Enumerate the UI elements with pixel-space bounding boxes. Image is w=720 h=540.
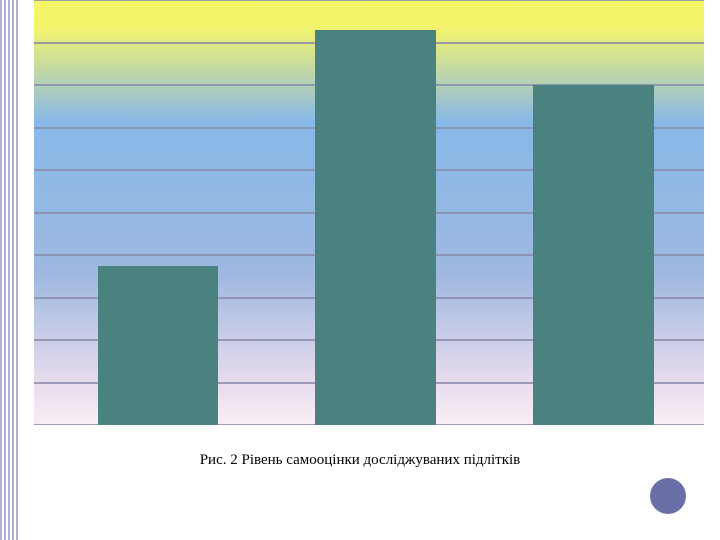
bar-3 [533, 85, 654, 425]
bar-chart [34, 0, 704, 425]
chart-caption: Рис. 2 Рівень самооцінки досліджуваних п… [0, 452, 720, 469]
slide: Рис. 2 Рівень самооцінки досліджуваних п… [0, 0, 720, 540]
bar-1 [98, 266, 219, 425]
gridline [34, 0, 704, 1]
bar-2 [315, 30, 436, 425]
corner-dot-icon [650, 478, 686, 514]
